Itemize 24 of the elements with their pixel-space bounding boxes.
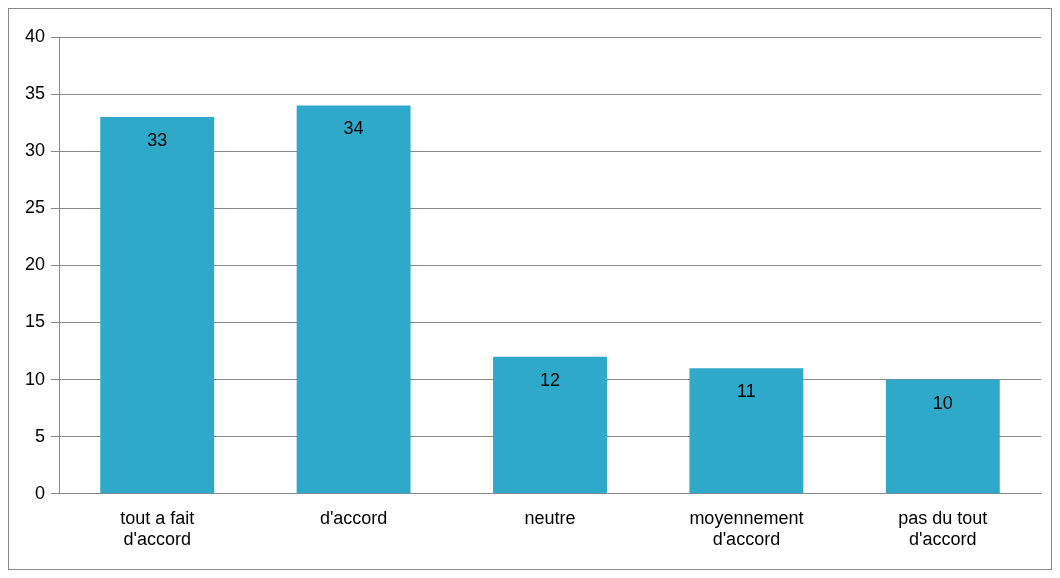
bar bbox=[100, 116, 215, 494]
bar bbox=[689, 368, 804, 494]
bar bbox=[493, 356, 607, 494]
data-label: 33 bbox=[147, 129, 168, 150]
data-label: 34 bbox=[343, 118, 364, 139]
x-tick-label: moyennement d'accord bbox=[689, 507, 804, 550]
x-tick-label: pas du tout d'accord bbox=[898, 507, 988, 550]
x-tick-label: d'accord bbox=[319, 507, 388, 528]
y-tick-label: 0 bbox=[35, 482, 46, 503]
y-tick-label: 5 bbox=[35, 425, 46, 446]
data-label: 10 bbox=[932, 392, 953, 413]
bar bbox=[885, 379, 1000, 494]
data-label: 12 bbox=[540, 369, 561, 390]
bar bbox=[296, 105, 411, 494]
y-tick-label: 40 bbox=[24, 25, 46, 46]
y-tick-label: 35 bbox=[24, 83, 46, 104]
y-tick-label: 15 bbox=[24, 311, 46, 332]
y-tick-label: 10 bbox=[24, 368, 46, 389]
y-tick-label: 20 bbox=[24, 254, 46, 275]
x-tick-label: neutre bbox=[524, 507, 576, 528]
data-label: 11 bbox=[737, 381, 756, 402]
y-tick-label: 30 bbox=[24, 140, 46, 161]
y-tick-label: 25 bbox=[24, 197, 46, 218]
x-tick-label: tout a fait d'accord bbox=[120, 507, 195, 550]
